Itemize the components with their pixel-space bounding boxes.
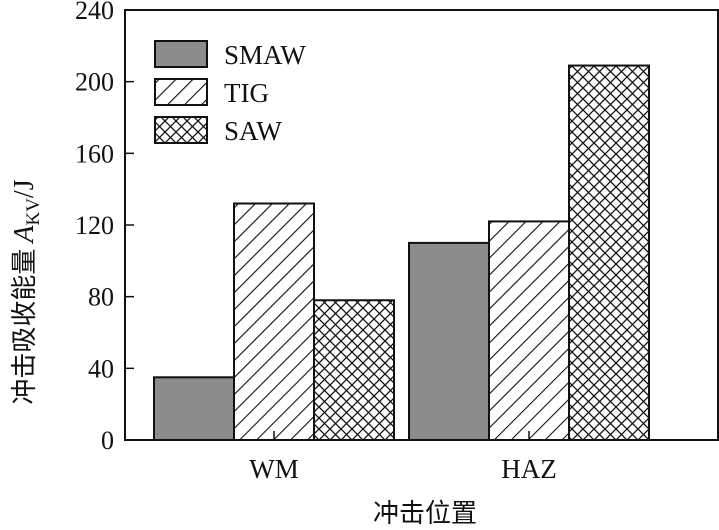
plot-area: 0 40 80 120 160 200 240 WM HAZ SMAW TIG SAW [75,0,719,484]
y-tick-label: 0 [101,426,114,455]
y-axis-title-symbol: A [9,225,40,245]
bar-saw-haz [568,64,650,442]
y-axis-title-main: 冲击吸收能量 [10,249,40,405]
bar-tig-wm [233,202,315,441]
y-tick-label: 200 [75,68,114,97]
x-tick-label: HAZ [501,454,557,484]
x-tick-label: WM [249,454,299,484]
y-tick-label: 240 [75,0,114,25]
bar-smaw-wm [153,376,235,441]
plot-frame [124,9,719,441]
y-tick-label: 120 [75,211,114,240]
y-axis-title-unit: /J [9,179,40,198]
y-tick-label: 160 [75,139,114,168]
bar-tig-haz [488,220,570,441]
y-axis-title: 冲击吸收能量 AKV/J [9,179,44,404]
x-axis-title: 冲击位置 [373,499,477,529]
svg-text:冲击吸收能量AKV/J: 冲击吸收能量 AKV/J [9,179,44,404]
legend-label-tig: TIG [224,78,269,108]
legend-swatch-smaw [154,40,208,68]
y-axis-title-subscript: KV [23,198,44,226]
legend-swatch-tig [154,78,208,106]
bar-smaw-haz [408,241,490,441]
y-tick-label: 80 [88,283,114,312]
legend-label-saw: SAW [224,116,282,146]
legend-swatch-saw [154,116,208,144]
legend-label-smaw: SMAW [224,40,306,70]
y-tick-label: 40 [88,354,114,383]
bar-saw-wm [313,299,395,441]
